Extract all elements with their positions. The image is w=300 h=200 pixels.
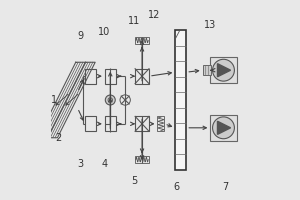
Circle shape xyxy=(213,59,234,81)
Bar xyxy=(135,116,149,131)
Text: 6: 6 xyxy=(174,182,180,192)
Bar xyxy=(85,69,96,84)
Text: 3: 3 xyxy=(77,159,83,169)
Circle shape xyxy=(105,95,115,105)
Text: 2: 2 xyxy=(56,133,62,143)
Bar xyxy=(158,116,164,131)
Bar xyxy=(135,69,149,84)
Bar xyxy=(105,116,116,131)
Polygon shape xyxy=(218,121,231,134)
Text: 1: 1 xyxy=(51,95,57,105)
Bar xyxy=(105,69,116,84)
Bar xyxy=(202,65,211,75)
Text: 12: 12 xyxy=(148,10,160,20)
Bar xyxy=(85,116,96,131)
Bar xyxy=(135,37,149,44)
Text: 13: 13 xyxy=(203,20,216,30)
Bar xyxy=(175,30,186,170)
Text: 5: 5 xyxy=(131,176,137,186)
Text: 7: 7 xyxy=(222,182,229,192)
Text: 9: 9 xyxy=(77,31,83,41)
Circle shape xyxy=(213,117,234,139)
Bar xyxy=(135,156,149,163)
Text: 4: 4 xyxy=(101,159,107,169)
Polygon shape xyxy=(218,64,231,77)
Text: 11: 11 xyxy=(128,16,140,26)
Bar xyxy=(210,57,237,83)
Text: 10: 10 xyxy=(98,27,110,37)
Bar xyxy=(210,115,237,141)
